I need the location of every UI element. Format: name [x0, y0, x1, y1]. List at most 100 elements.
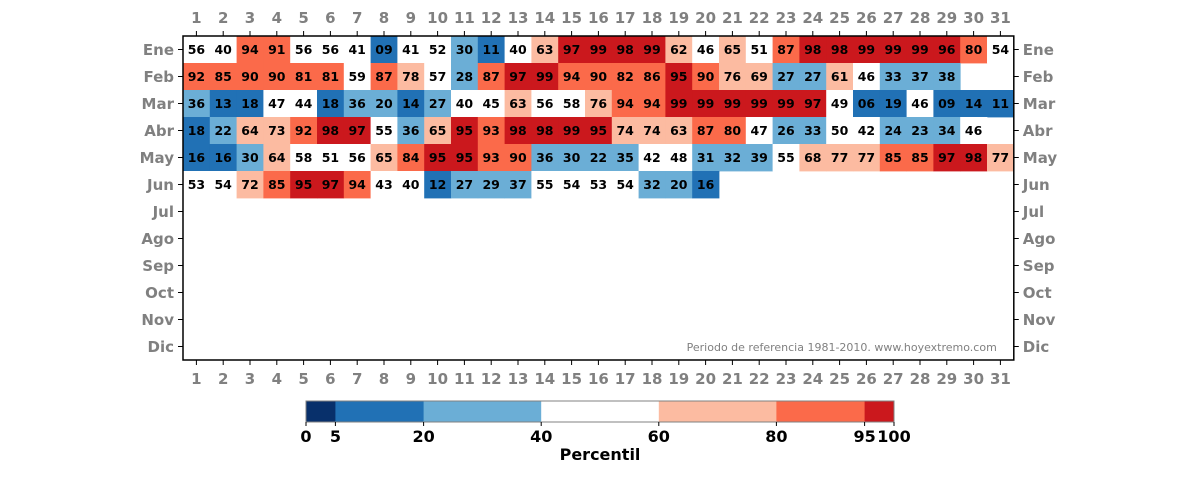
cell-value-label: 99 — [563, 123, 580, 138]
cell-value-label: 46 — [965, 123, 983, 138]
cell-value-label: 99 — [670, 96, 687, 111]
cell-value-label: 95 — [456, 150, 473, 165]
cell-value-label: 64 — [268, 150, 286, 165]
cell-value-label: 80 — [724, 123, 742, 138]
colorbar-tick-label: 60 — [648, 427, 670, 446]
heatmap-cell — [719, 90, 747, 118]
cell-value-label: 62 — [670, 42, 687, 57]
heatmap-cell — [933, 63, 961, 91]
cell-value-label: 27 — [429, 96, 446, 111]
day-label-bottom: 8 — [379, 370, 389, 388]
month-label-right: Nov — [1023, 311, 1056, 329]
day-label-bottom: 9 — [406, 370, 416, 388]
colorbar-segment — [541, 401, 660, 422]
heatmap-cell — [960, 117, 988, 145]
cell-value-label: 49 — [831, 96, 848, 111]
heatmap-cell — [290, 144, 318, 172]
cell-value-label: 20 — [375, 96, 393, 111]
day-label-top: 19 — [668, 9, 689, 27]
heatmap-cell — [879, 144, 907, 172]
heatmap-cell — [665, 90, 693, 118]
heatmap-cell — [611, 117, 639, 145]
cell-value-label: 90 — [509, 150, 527, 165]
heatmap-cell — [531, 90, 559, 118]
heatmap-cell — [558, 117, 586, 145]
cell-value-label: 36 — [402, 123, 420, 138]
heatmap-cell — [611, 90, 639, 118]
cell-value-label: 85 — [268, 177, 285, 192]
colorbar-segment — [306, 401, 336, 422]
cell-value-label: 34 — [938, 123, 956, 138]
heatmap-cell-labels: 56 40 94 91 56 56 41 09 41 52 30 11 40 63 97 99 98 99 62 46… — [188, 42, 1010, 192]
cell-value-label: 99 — [697, 96, 714, 111]
cell-value-label: 63 — [509, 96, 526, 111]
heatmap-cell — [853, 36, 881, 64]
cell-value-label: 51 — [750, 42, 767, 57]
heatmap-cell — [906, 63, 934, 91]
heatmap-cell — [451, 117, 479, 145]
heatmap-cell — [906, 144, 934, 172]
cell-value-label: 74 — [643, 123, 661, 138]
cell-value-label: 97 — [804, 96, 821, 111]
day-label-top: 12 — [481, 9, 502, 27]
heatmap-cell — [504, 63, 532, 91]
heatmap-cell — [585, 117, 613, 145]
cell-value-label: 12 — [429, 177, 446, 192]
day-label-bottom: 21 — [722, 370, 743, 388]
cell-value-label: 30 — [241, 150, 259, 165]
day-label-top: 9 — [406, 9, 416, 27]
heatmap-cell — [906, 90, 934, 118]
heatmap-cell — [236, 36, 264, 64]
day-label-top: 5 — [298, 9, 308, 27]
day-label-bottom: 14 — [534, 370, 555, 388]
heatmap-cell — [933, 117, 961, 145]
cell-value-label: 43 — [375, 177, 392, 192]
cell-value-label: 14 — [965, 96, 983, 111]
cell-value-label: 54 — [992, 42, 1010, 57]
cell-value-label: 77 — [992, 150, 1009, 165]
heatmap-cell — [343, 117, 371, 145]
heatmap-cell — [343, 90, 371, 118]
heatmap-cell — [665, 171, 693, 199]
day-label-top: 31 — [990, 9, 1011, 27]
day-label-bottom: 27 — [883, 370, 904, 388]
cell-value-label: 51 — [322, 150, 339, 165]
cell-value-label: 13 — [214, 96, 231, 111]
heatmap-cell — [317, 36, 345, 64]
colorbar-tick-label: 20 — [412, 427, 434, 446]
heatmap-cell — [665, 36, 693, 64]
cell-value-label: 92 — [295, 123, 312, 138]
day-label-bottom: 5 — [298, 370, 308, 388]
day-label-top: 7 — [352, 9, 362, 27]
cell-value-label: 56 — [536, 96, 554, 111]
heatmap-cell — [236, 144, 264, 172]
heatmap-cell — [317, 63, 345, 91]
heatmap-cell — [826, 117, 854, 145]
heatmap-cell — [263, 144, 291, 172]
heatmap-cell — [933, 90, 961, 118]
day-label-top: 29 — [936, 9, 957, 27]
heatmap-cell — [504, 144, 532, 172]
heatmap-cell — [183, 90, 211, 118]
day-label-bottom: 7 — [352, 370, 362, 388]
cell-value-label: 24 — [884, 123, 902, 138]
cell-value-label: 58 — [295, 150, 312, 165]
cell-value-label: 27 — [456, 177, 473, 192]
heatmap-cell — [209, 171, 237, 199]
heatmap-cell — [585, 90, 613, 118]
cell-value-label: 44 — [295, 96, 313, 111]
day-label-bottom: 16 — [588, 370, 609, 388]
day-label-bottom: 2 — [218, 370, 228, 388]
heatmap-cell — [719, 144, 747, 172]
colorbar-tick-label: 5 — [330, 427, 341, 446]
heatmap-cell — [477, 63, 505, 91]
colorbar-title: Percentil — [560, 445, 641, 464]
cell-value-label: 99 — [750, 96, 767, 111]
cell-value-label: 65 — [429, 123, 446, 138]
day-label-bottom: 3 — [245, 370, 255, 388]
cell-value-label: 86 — [643, 69, 661, 84]
day-label-bottom: 6 — [325, 370, 335, 388]
heatmap-cell — [424, 90, 452, 118]
day-label-top: 21 — [722, 9, 743, 27]
cell-value-label: 32 — [643, 177, 660, 192]
